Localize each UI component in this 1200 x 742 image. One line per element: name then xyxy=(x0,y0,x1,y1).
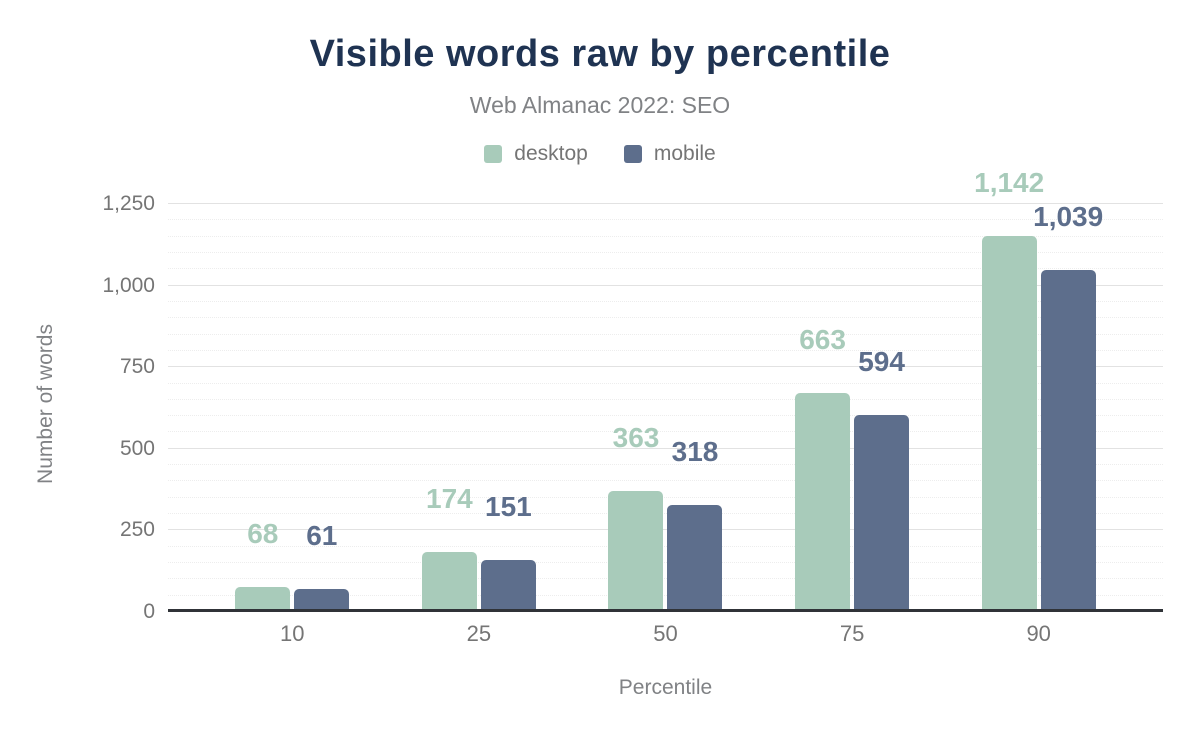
gridline-minor xyxy=(168,480,1163,482)
bar-value-label-mobile: 1,039 xyxy=(1033,200,1104,232)
x-tick-label: 25 xyxy=(466,621,492,646)
bars-layer: 68 61 174 151 363 318 663 594 1,142 1,039 xyxy=(199,169,1132,609)
gridline-major xyxy=(168,203,1163,204)
gridline-minor xyxy=(168,398,1163,400)
y-tick-label: 1,250 xyxy=(102,192,155,215)
bar-pair: 363 318 xyxy=(608,423,723,609)
gridline-minor xyxy=(168,268,1163,270)
legend-item-desktop: desktop xyxy=(484,142,588,166)
bar-group-p75: 663 594 xyxy=(759,195,946,609)
bar-value-label-desktop: 363 xyxy=(612,421,660,453)
gridline-minor xyxy=(168,464,1163,466)
gridline-major xyxy=(168,529,1163,531)
gridline-minor xyxy=(168,496,1163,498)
gridline-minor xyxy=(168,235,1163,237)
gridline-major xyxy=(168,447,1163,449)
x-tick-label: 50 xyxy=(653,621,678,646)
bar-desktop-p25: 174 xyxy=(421,485,477,609)
bar-value-label-mobile: 61 xyxy=(306,520,338,552)
bar-mobile-p10: 61 xyxy=(294,522,350,609)
x-tick-label: 75 xyxy=(839,621,865,646)
gridline-minor xyxy=(168,251,1163,253)
bar-pair: 68 61 xyxy=(235,519,350,609)
y-tick-label: 0 xyxy=(143,600,155,623)
gridline-minor xyxy=(168,382,1163,384)
bar-value-label-mobile: 151 xyxy=(485,490,532,522)
bar-pair: 174 151 xyxy=(421,485,536,609)
legend-label-mobile: mobile xyxy=(653,142,716,165)
chart-subtitle: Web Almanac 2022: SEO xyxy=(469,92,731,118)
x-axis-title: Percentile xyxy=(618,676,713,699)
x-tick-label: 10 xyxy=(280,621,305,646)
bar-mobile-p75: 594 xyxy=(854,348,910,609)
gridline-minor xyxy=(168,513,1163,515)
y-tick-label: 750 xyxy=(119,355,155,379)
bar-mobile-p90: 1,039 xyxy=(1033,202,1103,609)
y-tick-label: 250 xyxy=(119,518,155,542)
gridline-minor xyxy=(168,349,1163,351)
bar-pair: 663 594 xyxy=(795,325,910,609)
bar-mobile-p25: 151 xyxy=(480,492,536,609)
bar-desktop-p50: 363 xyxy=(608,423,664,609)
bar-value-label-desktop: 1,142 xyxy=(974,167,1045,199)
bar-desktop-p90: 1,142 xyxy=(974,169,1044,609)
gridline-major xyxy=(168,284,1163,286)
bar-value-label-mobile: 318 xyxy=(671,436,719,468)
legend-item-mobile: mobile xyxy=(623,142,716,166)
bar-desktop-p75: 663 xyxy=(795,325,851,609)
gridline-minor xyxy=(168,431,1163,433)
x-tick-label: 90 xyxy=(1026,621,1051,646)
x-axis-tick-labels: 10 25 50 75 90 xyxy=(199,621,1132,651)
bar-desktop-p10: 68 xyxy=(235,519,291,609)
gridline-minor xyxy=(168,317,1163,319)
bar-group-p50: 363 318 xyxy=(572,195,759,609)
bar-group-p10: 68 61 xyxy=(199,195,386,609)
legend: desktop mobile xyxy=(0,142,1200,166)
gridline-minor xyxy=(168,415,1163,417)
gridline-minor xyxy=(168,578,1163,580)
gridline-minor xyxy=(168,300,1163,302)
x-axis-line xyxy=(168,609,1163,612)
y-tick-label: 500 xyxy=(119,436,155,460)
y-tick-label: 1,000 xyxy=(102,273,155,297)
gridline-minor xyxy=(168,594,1163,596)
gridline-minor xyxy=(168,333,1163,335)
legend-swatch-mobile xyxy=(623,145,642,163)
y-axis-tick-labels: 0 250 500 750 1,000 1,250 xyxy=(40,0,155,742)
gridline-minor xyxy=(168,562,1163,564)
bar-group-p90: 1,142 1,039 xyxy=(945,169,1132,609)
bar-value-label-desktop: 174 xyxy=(426,483,473,515)
bar-value-label-desktop: 663 xyxy=(799,323,846,355)
plot-area: 68 61 174 151 363 318 663 594 1,142 1,039 xyxy=(168,169,1163,612)
bar-mobile-p50: 318 xyxy=(667,438,723,609)
bar-value-label-desktop: 68 xyxy=(247,517,279,549)
gridline-major xyxy=(168,366,1163,368)
bar-value-label-mobile: 594 xyxy=(858,346,905,378)
bar-pair: 1,142 1,039 xyxy=(974,169,1103,609)
chart-title: Visible words raw by percentile xyxy=(309,33,891,75)
gridline-minor xyxy=(168,219,1163,221)
legend-swatch-desktop xyxy=(484,145,503,163)
gridline-minor xyxy=(168,545,1163,547)
bar-group-p25: 174 151 xyxy=(386,195,573,609)
legend-label-desktop: desktop xyxy=(514,142,588,165)
